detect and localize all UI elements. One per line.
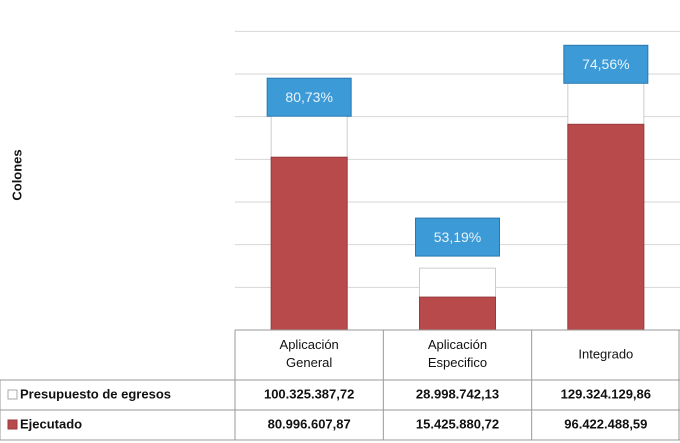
category-label-line: Especifico (428, 355, 487, 370)
percentage-box (415, 217, 500, 257)
legend-swatch (7, 389, 18, 400)
category-label-line: General (286, 355, 332, 370)
legend-swatch (7, 419, 18, 430)
executed-bar (419, 296, 496, 331)
percentage-label: 80,73% (285, 89, 332, 105)
category-label: Aplicación Especifico (428, 337, 487, 370)
percentage-label: 74,56% (582, 56, 629, 72)
legend-label: Presupuesto de egresos (20, 386, 171, 401)
percentage-box (266, 77, 352, 117)
table-value: 129.324.129,86 (561, 386, 651, 401)
table-value: 15.425.880,72 (416, 416, 499, 431)
category-label-line: Aplicación (280, 337, 339, 352)
percentage-box (563, 44, 649, 84)
executed-bar (567, 123, 645, 331)
category-label: Integrado (578, 346, 633, 361)
table-value: 28.998.742,13 (416, 386, 499, 401)
percentage-label: 53,19% (434, 229, 481, 245)
table-value: 100.325.387,72 (264, 386, 354, 401)
y-axis-label: Colones (9, 149, 24, 200)
table-value: 96.422.488,59 (564, 416, 647, 431)
category-label-line: Aplicación (428, 337, 487, 352)
legend-label: Ejecutado (20, 416, 82, 431)
table-value: 80.996.607,87 (268, 416, 351, 431)
executed-bar (270, 156, 348, 331)
category-label: Aplicación General (280, 337, 339, 370)
